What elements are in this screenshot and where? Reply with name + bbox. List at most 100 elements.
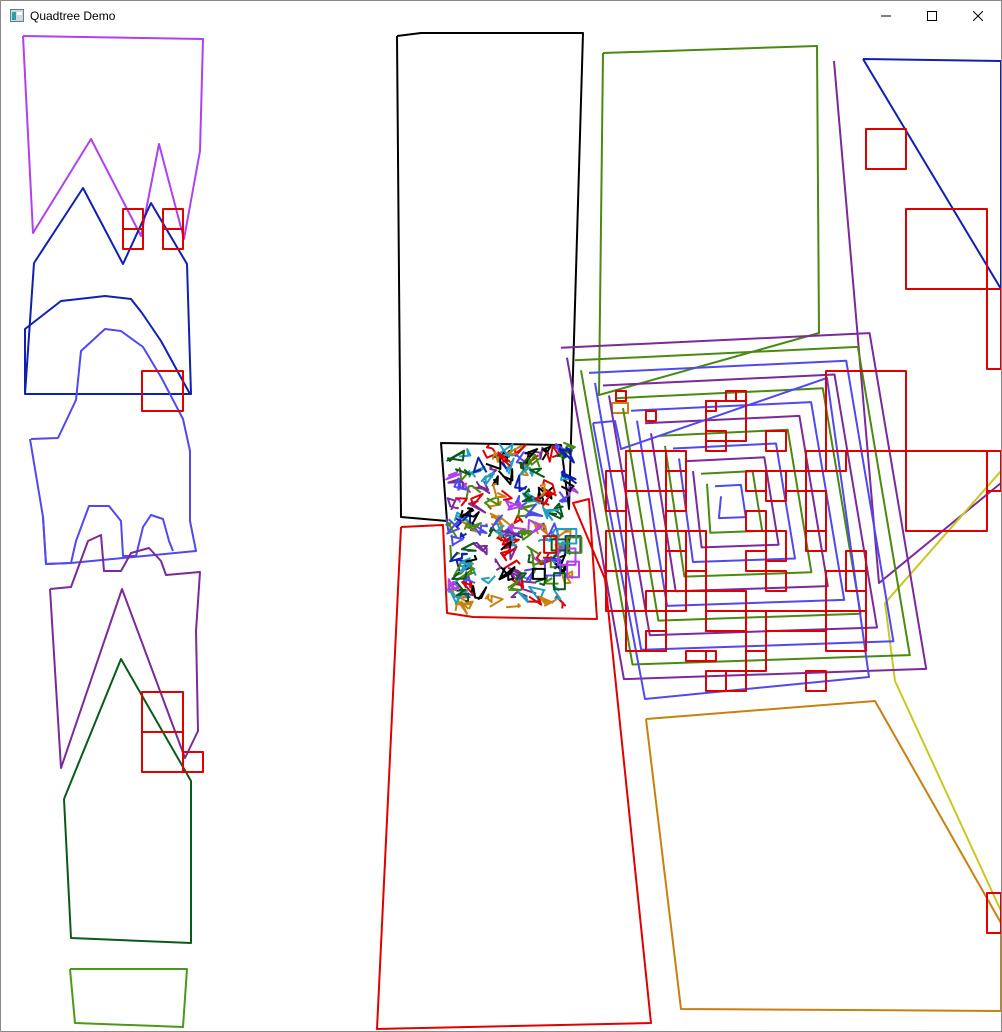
cluster-squiggle (445, 521, 458, 538)
cluster-squiggle (454, 595, 474, 610)
spiral-ring (714, 483, 747, 520)
cluster-squiggle (445, 471, 463, 481)
cluster-squiggle (506, 444, 523, 456)
cluster-squiggle (498, 566, 516, 581)
cluster-squiggle (472, 484, 491, 494)
app-window-icon (10, 9, 24, 22)
polygon-green-tall (598, 45, 820, 396)
cluster-squiggle (500, 489, 513, 501)
polygon-blue-arch (24, 295, 191, 395)
cluster-squiggle (488, 466, 498, 477)
concentric-spiral-shapes (560, 332, 928, 700)
quad-node (765, 530, 787, 562)
spiral-ring (644, 414, 829, 593)
cluster-box (566, 560, 580, 579)
cluster-squiggle (460, 541, 477, 552)
cluster-squiggle (459, 532, 467, 539)
quad-node (685, 650, 707, 662)
polygon-orange (645, 700, 1001, 1012)
spiral-ring (574, 345, 911, 666)
cluster-squiggle (472, 541, 488, 556)
cluster-squiggle (537, 528, 556, 543)
cluster-squiggle (497, 457, 509, 471)
cluster-squiggle (446, 497, 460, 511)
polygon-blue-tower (29, 328, 197, 565)
cluster-squiggle (502, 559, 521, 570)
polygon-purple-diagonal (833, 60, 1001, 584)
polygon-purple (49, 534, 201, 769)
cluster-squiggle (470, 585, 488, 601)
cluster-squiggle (524, 502, 544, 519)
cluster-squiggle (558, 447, 575, 464)
quad-node (705, 650, 717, 662)
cluster-squiggle (491, 475, 499, 487)
polygon-dark-green (63, 658, 192, 944)
polygon-red-long (376, 498, 652, 1030)
cluster-squiggle (500, 547, 516, 562)
quad-nodes-right (605, 128, 1001, 934)
polygon-yellow (884, 470, 1001, 912)
cluster-squiggle (527, 595, 543, 606)
cluster-squiggle (533, 492, 552, 507)
cluster-squiggle (472, 456, 488, 474)
cluster-squiggle (556, 553, 567, 568)
cluster-squiggle (497, 468, 514, 486)
quad-node (805, 670, 827, 692)
quad-node (725, 670, 747, 692)
minimize-button[interactable] (863, 1, 909, 31)
polygon-green-small (69, 968, 188, 1028)
quad-nodes-left (122, 208, 204, 773)
cluster-squiggle (527, 519, 543, 536)
cluster-squiggle (560, 441, 576, 458)
polygon-blue-lower (42, 505, 174, 565)
cluster-box (565, 536, 583, 554)
cluster-squiggle (506, 603, 521, 609)
cluster-squiggle (539, 483, 548, 498)
cluster-squiggle (521, 488, 533, 503)
cluster-squiggle (491, 514, 503, 530)
cluster-squiggle (455, 497, 468, 507)
spiral-ring (700, 470, 764, 534)
quad-node (645, 630, 667, 652)
cluster-squiggle (480, 575, 496, 585)
cluster-squiggle (450, 534, 464, 547)
cluster-squiggle (505, 500, 524, 511)
cluster-squiggle (526, 453, 541, 468)
quad-node (705, 430, 727, 452)
cluster-squiggle (494, 558, 502, 572)
cluster-box (543, 558, 562, 577)
cluster-squiggle (532, 446, 544, 460)
cluster-squiggle (526, 545, 540, 561)
cluster-squiggle (558, 491, 569, 504)
cluster-squiggle (515, 572, 527, 581)
cluster-squiggle (462, 511, 480, 526)
cluster-squiggle (538, 595, 557, 607)
cluster-squiggle (553, 502, 564, 518)
polygon-navy (24, 187, 192, 395)
quad-node (745, 650, 767, 672)
spiral-ring (588, 359, 895, 651)
quad-node (645, 410, 657, 422)
cluster-squiggle (464, 484, 482, 502)
cluster-squiggle (495, 521, 505, 538)
title-bar[interactable]: Quadtree Demo (1, 1, 1001, 31)
cluster-squiggle (545, 445, 560, 463)
spiral-ring (602, 373, 878, 637)
quad-node (735, 390, 747, 402)
drawing-canvas[interactable] (1, 31, 1001, 1031)
cluster-squiggle (527, 554, 534, 564)
cluster-squiggle (557, 541, 567, 557)
cluster-squiggle (541, 506, 560, 522)
quad-node (615, 390, 627, 402)
polygon-orange-tiny (611, 402, 629, 414)
quad-node (765, 570, 787, 592)
maximize-button[interactable] (909, 1, 955, 31)
cluster-squiggle (560, 468, 578, 485)
cluster-squiggle (513, 514, 524, 524)
quad-node (745, 510, 767, 532)
quad-node (765, 470, 787, 502)
spiral-ring (658, 428, 813, 578)
cluster-squiggle (535, 577, 547, 586)
close-button[interactable] (955, 1, 1001, 31)
